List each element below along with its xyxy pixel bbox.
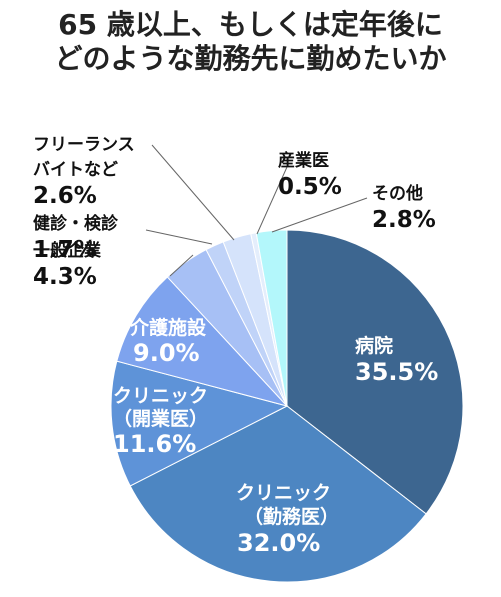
slice-label: 病院 xyxy=(355,334,393,357)
slice-label: 産業医 xyxy=(278,150,329,171)
slice-label: 健診・検診 xyxy=(33,213,119,234)
slice-label: その他 xyxy=(372,183,423,204)
chart-title-line-1: 65 歳以上、もしくは定年後に xyxy=(58,8,443,41)
slice-label: バイトなど xyxy=(33,160,118,180)
chart-title-line-2: どのような勤務先に勤めたいか xyxy=(54,42,447,75)
pie-slice xyxy=(255,229,288,407)
slice-value-label: 2.8% xyxy=(372,207,436,233)
slice-value-label: 35.5% xyxy=(355,358,438,386)
pie-slice xyxy=(110,360,289,487)
slice-label: クリニック xyxy=(113,385,208,407)
leader-line xyxy=(151,144,235,241)
slice-label: フリーランス xyxy=(33,135,135,155)
leader-line xyxy=(145,229,213,245)
slice-value-label: 11.6% xyxy=(113,430,196,458)
slice-label: クリニック xyxy=(236,482,331,504)
leader-line xyxy=(271,197,368,233)
leader-line xyxy=(256,166,288,235)
slice-value-label: 32.0% xyxy=(237,529,320,557)
pie-slice xyxy=(129,405,427,583)
slice-value-label: 2.6% xyxy=(33,183,97,209)
slice-value-label: 1.7% xyxy=(33,237,97,263)
slice-value-label: 9.0% xyxy=(133,339,200,367)
slice-value-label: 0.5% xyxy=(278,174,342,200)
pie-slice xyxy=(286,229,464,515)
chart-title: 65 歳以上、もしくは定年後に どのような勤務先に勤めたいか xyxy=(0,8,501,76)
slice-label: （開業医） xyxy=(113,407,208,430)
slice-value-label: 4.3% xyxy=(33,264,97,290)
slice-label: 一般企業 xyxy=(33,240,101,261)
slice-label: （勤務医） xyxy=(244,505,339,528)
leader-line xyxy=(169,254,194,277)
pie-slice xyxy=(116,276,289,407)
slice-label: 介護施設 xyxy=(129,316,207,339)
